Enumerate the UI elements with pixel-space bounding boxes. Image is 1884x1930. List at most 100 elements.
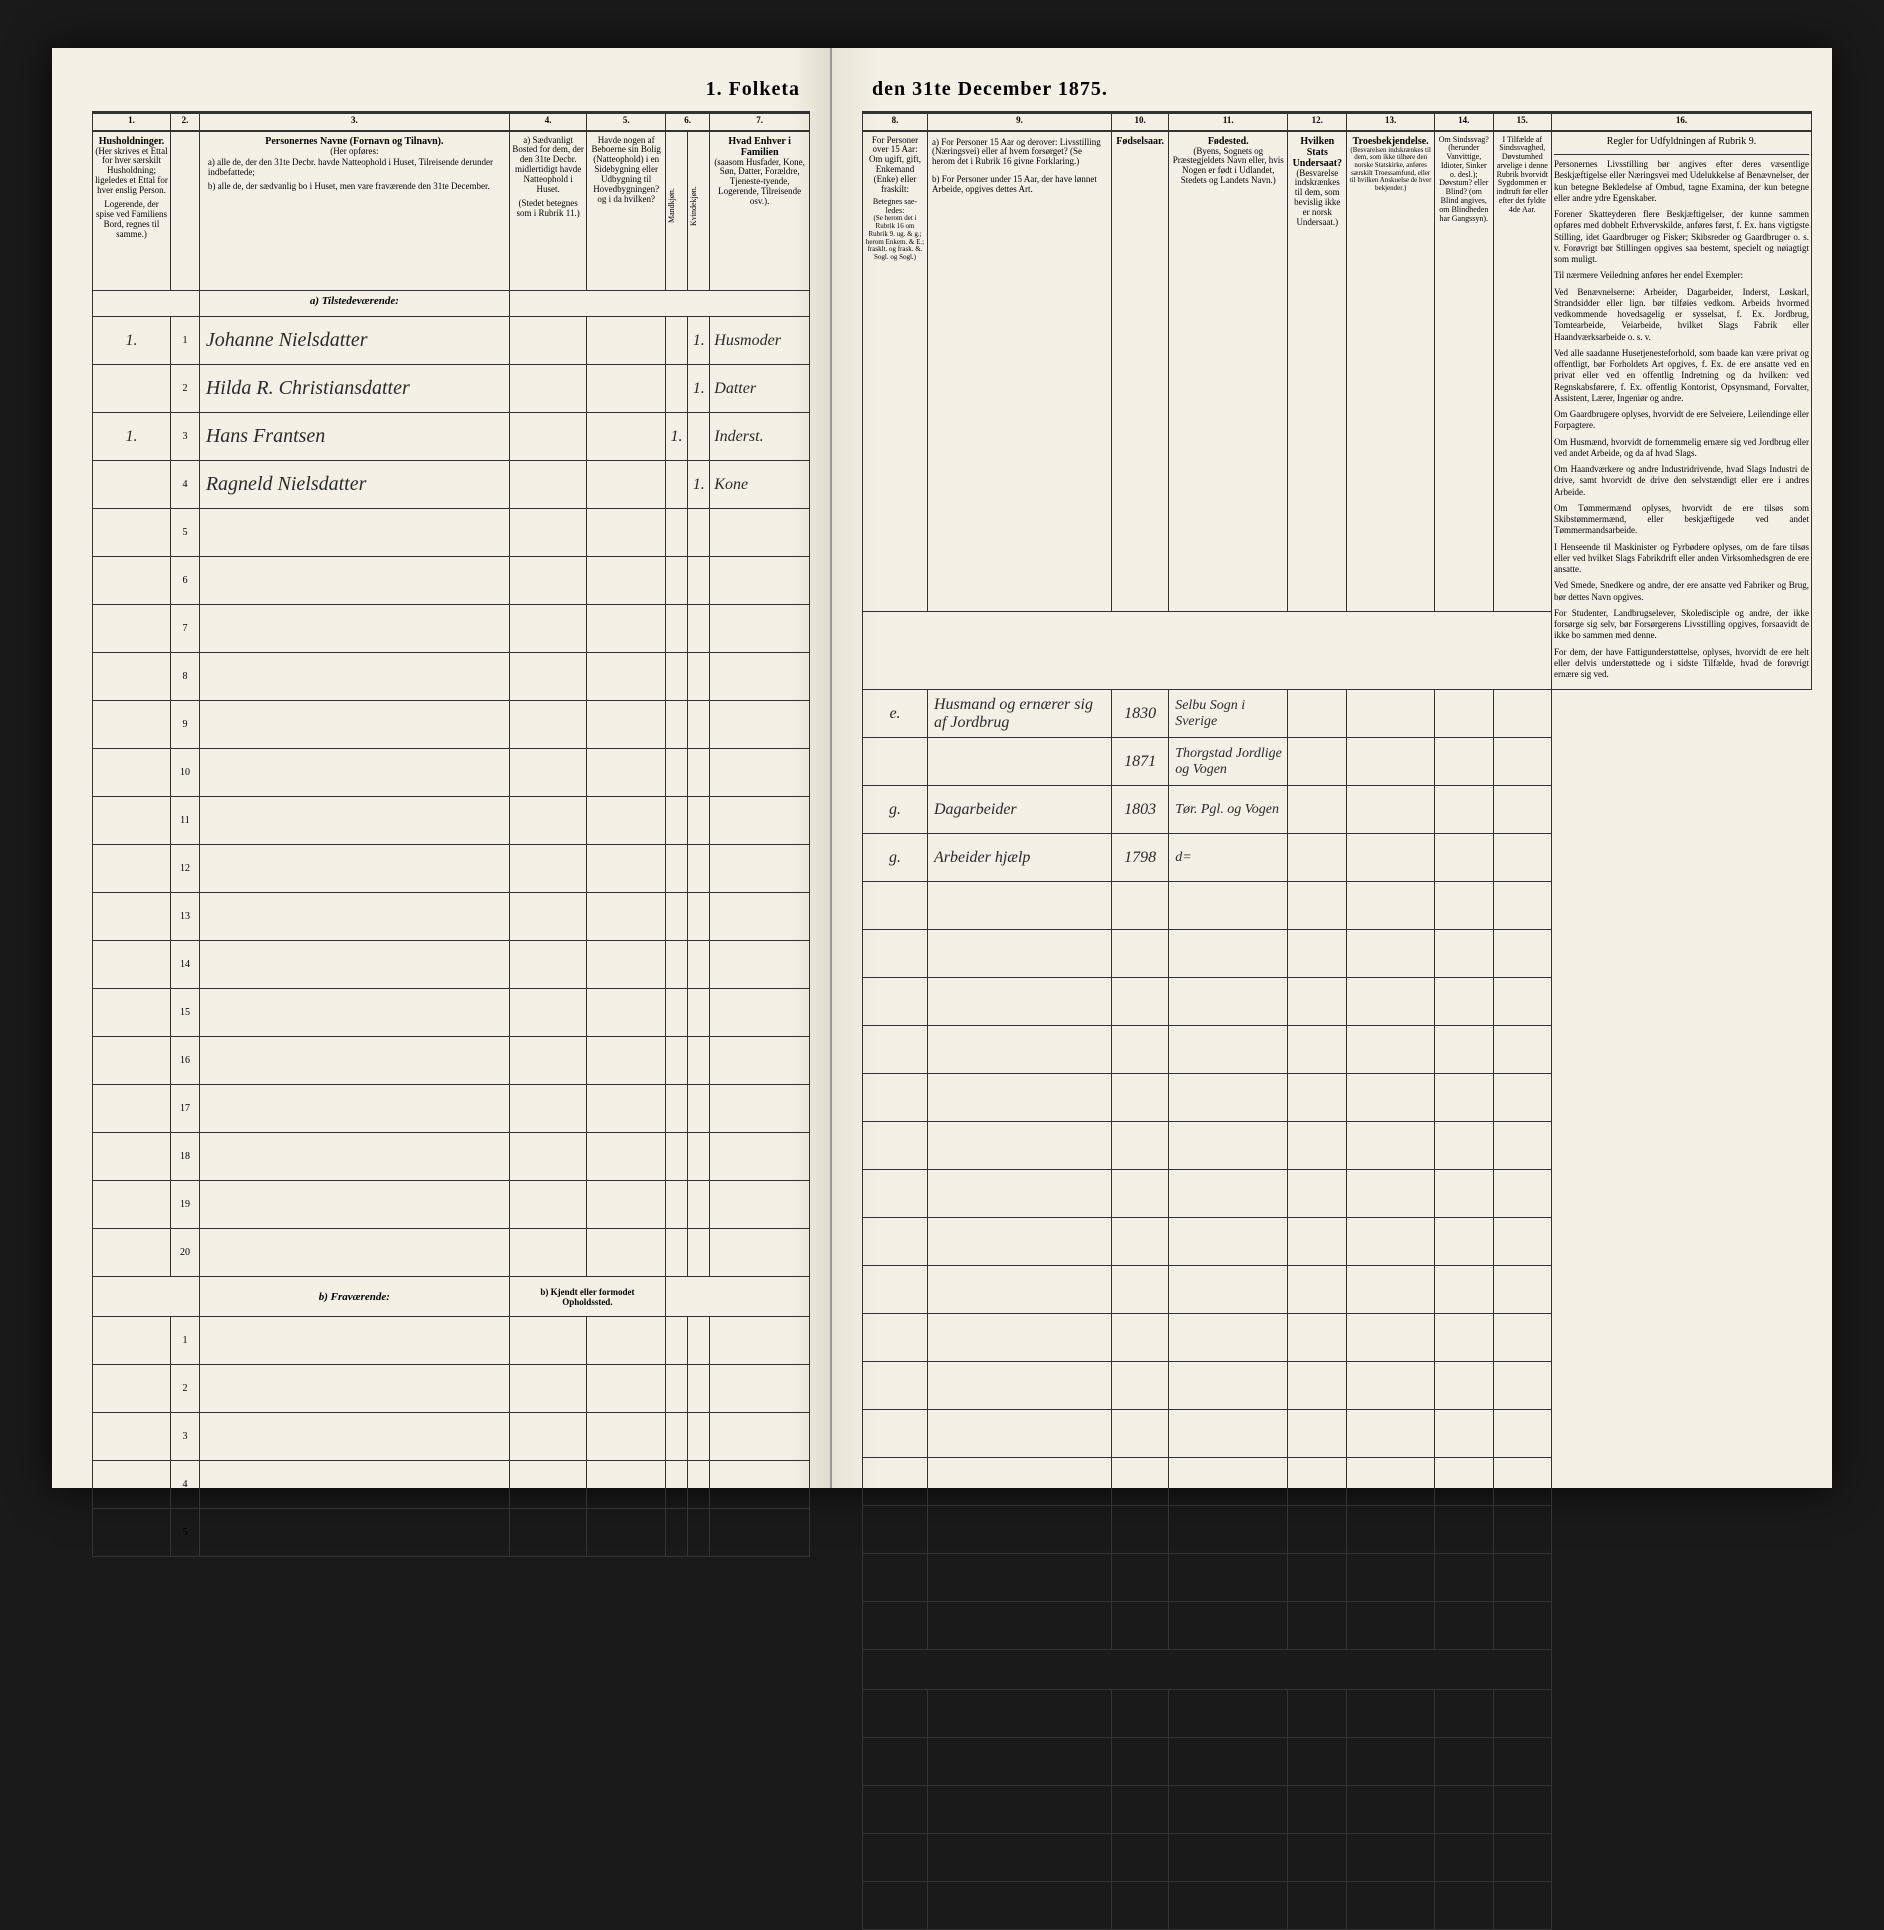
row-number: 17 [171,1085,200,1133]
occupation [927,1026,1111,1074]
marital-status [863,978,928,1026]
occupation [927,1122,1111,1170]
row-number: 15 [171,989,200,1037]
table-row: 15 [93,989,810,1037]
birthplace [1169,1602,1288,1650]
occupation [927,882,1111,930]
person-name: Ragneld Nielsdatter [199,461,509,509]
person-name [199,845,509,893]
marital-status: g. [863,834,928,882]
birth-year [1112,1218,1169,1266]
page-title-left: 1. Folketa [92,78,810,101]
table-row: 1. 3 Hans Frantsen 1. Inderst. [93,413,810,461]
person-name: Hilda R. Christiansdatter [199,365,509,413]
birth-year [1112,1122,1169,1170]
sex-m [665,461,687,509]
person-name [199,1037,509,1085]
occupation [927,930,1111,978]
marital-status [863,930,928,978]
household-num [93,557,171,605]
sex-m [665,653,687,701]
sex-f [688,1181,710,1229]
household-num [93,605,171,653]
table-row [863,1554,1812,1602]
col-15-num: 15. [1493,113,1551,131]
family-role [710,1037,810,1085]
birthplace [1169,1362,1288,1410]
family-role [710,1085,810,1133]
birth-year: 1803 [1112,786,1169,834]
header-10: Fødselsaar. [1112,131,1169,612]
birth-year [1112,1362,1169,1410]
sex-f: 1. [688,461,710,509]
occupation [927,1362,1111,1410]
sex-m [665,893,687,941]
sex-f [688,701,710,749]
person-name: Hans Frantsen [199,413,509,461]
birth-year [1112,930,1169,978]
table-row [863,1834,1812,1882]
table-row: 3 [93,1413,810,1461]
table-row: 8 [93,653,810,701]
family-role [710,893,810,941]
household-num [93,1181,171,1229]
table-row [863,1074,1812,1122]
sex-f [688,893,710,941]
occupation [927,1074,1111,1122]
birth-year: 1871 [1112,738,1169,786]
marital-status [863,1026,928,1074]
row-number: 10 [171,749,200,797]
table-row: 4 Ragneld Nielsdatter 1. Kone [93,461,810,509]
person-name [199,941,509,989]
sex-f [688,605,710,653]
family-role: Kone [710,461,810,509]
table-row: 11 [93,797,810,845]
family-role [710,1133,810,1181]
person-name [199,989,509,1037]
sex-m [665,1133,687,1181]
sex-f [688,989,710,1037]
family-role: Inderst. [710,413,810,461]
col-14-num: 14. [1435,113,1493,131]
household-num: 1. [93,413,171,461]
birthplace [1169,1458,1288,1506]
header-8: For Personer over 15 Aar: Om ugift, gift… [863,131,928,612]
household-num [93,461,171,509]
household-num [93,701,171,749]
table-row: 2 [93,1365,810,1413]
table-row: 13 [93,893,810,941]
household-num [93,1133,171,1181]
marital-status [863,738,928,786]
sex-m [665,749,687,797]
occupation [927,1554,1111,1602]
birth-year [1112,1314,1169,1362]
header-4: a) Sædvanligt Bosted for dem, der den 31… [509,131,587,291]
birth-year [1112,978,1169,1026]
marital-status [863,1506,928,1554]
birth-year: 1798 [1112,834,1169,882]
row-number: 7 [171,605,200,653]
occupation [927,1314,1111,1362]
sex-f [688,1037,710,1085]
occupation [927,978,1111,1026]
col-13-num: 13. [1347,113,1435,131]
birthplace [1169,1074,1288,1122]
person-name [199,605,509,653]
birth-year [1112,1602,1169,1650]
table-row: 10 [93,749,810,797]
table-row [863,978,1812,1026]
col-3-num: 3. [199,113,509,131]
person-name [199,1229,509,1277]
household-num [93,893,171,941]
col-1-num: 1. [93,113,171,131]
row-number: 8 [171,653,200,701]
marital-status [863,882,928,930]
row-number: 6 [171,557,200,605]
table-row: 9 [93,701,810,749]
sex-m [665,365,687,413]
birth-year [1112,1170,1169,1218]
marital-status [863,1458,928,1506]
sex-f: 1. [688,365,710,413]
sex-f [688,845,710,893]
birthplace [1169,882,1288,930]
